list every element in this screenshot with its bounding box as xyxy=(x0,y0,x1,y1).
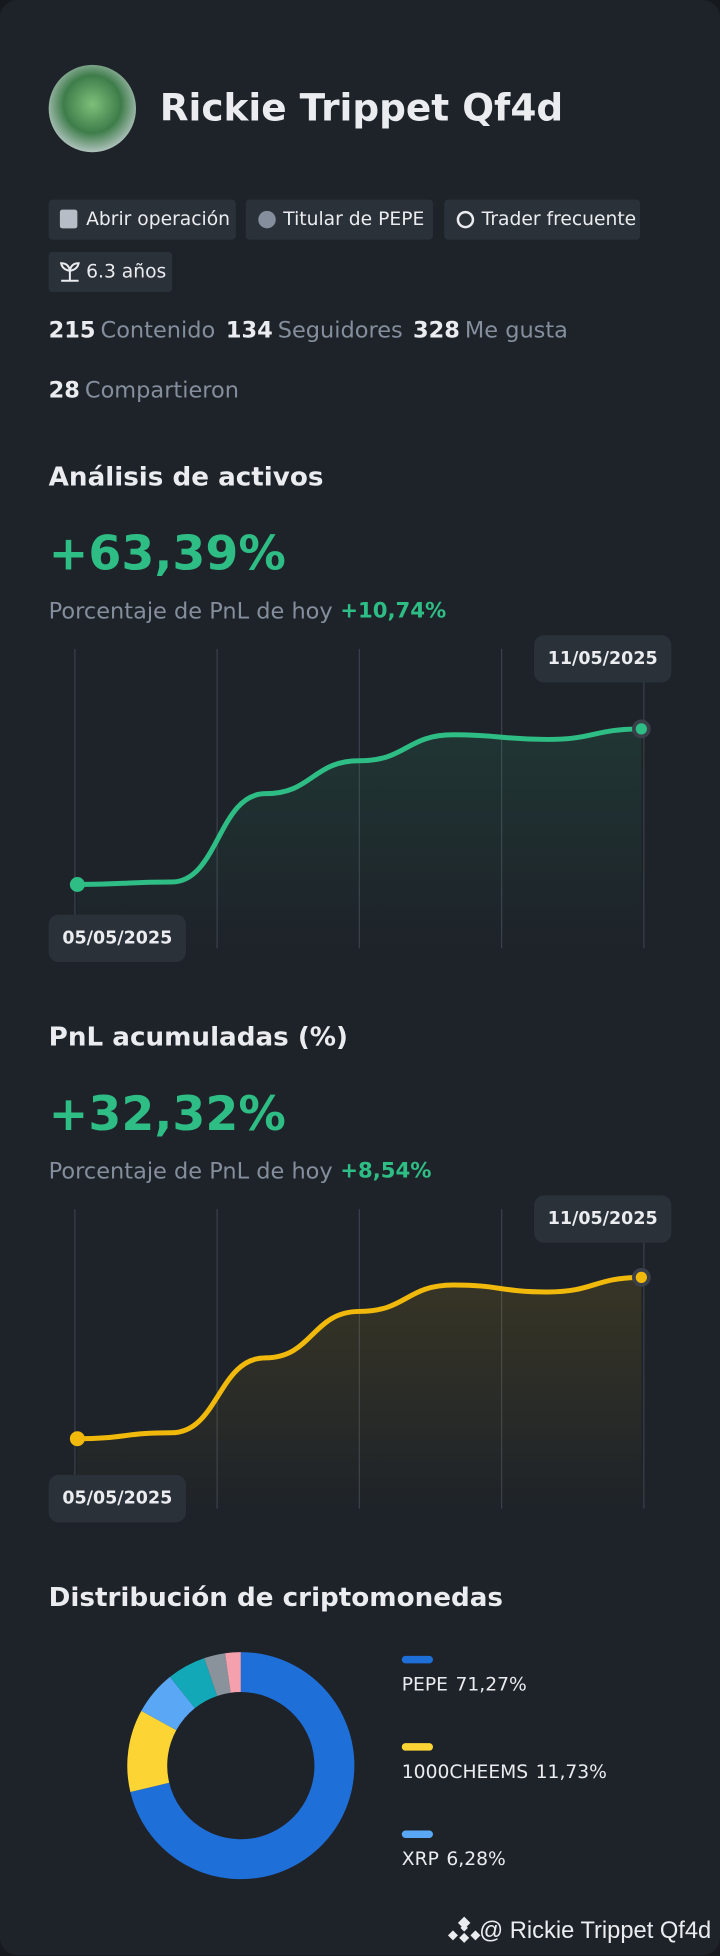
legend-entry: XRP 6,28% xyxy=(402,1849,506,1870)
stat-value: 328 xyxy=(413,317,460,343)
legend-name: PEPE xyxy=(402,1674,448,1695)
date-tooltip xyxy=(534,1195,672,1243)
legend-entry: 1000CHEEMS 11,73% xyxy=(402,1761,607,1782)
stat: 215 Contenido xyxy=(49,317,216,343)
stat-value: 28 xyxy=(49,377,80,403)
date-tooltip xyxy=(534,635,672,683)
headline-value: +63,39% xyxy=(49,527,286,582)
stat-label: Compartieron xyxy=(85,377,239,403)
avatar xyxy=(48,64,137,153)
badge-icon xyxy=(59,209,78,229)
legend-swatch xyxy=(401,1743,433,1751)
section-title: Distribución de criptomonedas xyxy=(49,1583,503,1613)
badge-icon xyxy=(456,210,475,229)
watermark: @ Rickie Trippet Qf4d xyxy=(479,1918,711,1944)
legend-swatch xyxy=(401,1655,433,1664)
badges: Abrir operación Titular de PEPE Trader f… xyxy=(48,199,641,292)
end-point xyxy=(632,719,651,739)
legend-value: 6,28% xyxy=(446,1849,505,1870)
user-name: Rickie Trippet Qf4d xyxy=(160,85,563,129)
date-tooltip xyxy=(48,914,186,963)
section-title: Análisis de activos xyxy=(49,462,324,492)
badge-text: 6.3 años xyxy=(86,262,166,283)
area xyxy=(77,1277,642,1509)
end-point xyxy=(632,1268,651,1287)
badge-icon xyxy=(59,262,80,282)
headline-value: +32,32% xyxy=(49,1087,286,1142)
stat-value: 215 xyxy=(49,317,96,343)
badge xyxy=(48,252,173,292)
stat-label: Me gusta xyxy=(465,317,568,343)
donut-slice xyxy=(127,1710,177,1793)
donut-slice xyxy=(225,1652,241,1693)
badge-icon xyxy=(258,210,276,229)
subtitle-label: Porcentaje de PnL de hoy xyxy=(49,1158,333,1184)
donut-slice xyxy=(169,1658,218,1709)
stat-label: Contenido xyxy=(101,317,216,343)
stat-value: 134 xyxy=(226,317,273,343)
today-change: +10,74% xyxy=(340,598,446,623)
donut-slice xyxy=(141,1676,195,1731)
legend-value: 11,73% xyxy=(536,1761,607,1782)
footer: @ Rickie Trippet Qf4d xyxy=(447,1916,711,1944)
badge xyxy=(444,199,641,240)
legend-name: XRP xyxy=(402,1849,439,1870)
donut-slice xyxy=(130,1652,355,1880)
subtitle: Porcentaje de PnL de hoy +10,74% xyxy=(49,598,447,624)
start-point xyxy=(69,877,85,892)
badge-text: Titular de PEPE xyxy=(282,209,424,230)
badge-text: Abrir operación xyxy=(86,209,230,230)
start-date: 05/05/2025 xyxy=(62,1489,172,1509)
stat: 134 Seguidores xyxy=(226,317,403,343)
badge xyxy=(48,199,236,240)
legend-entry: PEPE 71,27% xyxy=(402,1674,527,1695)
legend-swatch xyxy=(401,1830,433,1839)
badge-text: Trader frecuente xyxy=(481,209,637,230)
stats: 215 Contenido 134 Seguidores 328 Me gusta 2… xyxy=(49,317,568,403)
line xyxy=(74,726,644,888)
end-date: 11/05/2025 xyxy=(548,1209,658,1229)
date-tooltip xyxy=(48,1474,186,1523)
section-title: PnL acumuladas (%) xyxy=(49,1023,348,1053)
badge xyxy=(245,199,433,240)
subtitle: Porcentaje de PnL de hoy +8,54% xyxy=(49,1158,432,1184)
stat: 28 Compartieron xyxy=(49,377,239,403)
start-point xyxy=(69,1431,85,1447)
legend-value: 71,27% xyxy=(455,1674,526,1695)
today-change: +8,54% xyxy=(340,1159,431,1184)
line xyxy=(74,1274,644,1442)
stat: 328 Me gusta xyxy=(413,317,568,343)
stat-label: Seguidores xyxy=(278,317,403,343)
donut-slice xyxy=(204,1653,231,1696)
start-date: 05/05/2025 xyxy=(62,928,172,948)
subtitle-label: Porcentaje de PnL de hoy xyxy=(49,598,333,624)
legend-name: 1000CHEEMS xyxy=(402,1761,528,1782)
end-date: 11/05/2025 xyxy=(548,649,658,669)
area xyxy=(77,728,642,949)
logo xyxy=(447,1916,481,1943)
